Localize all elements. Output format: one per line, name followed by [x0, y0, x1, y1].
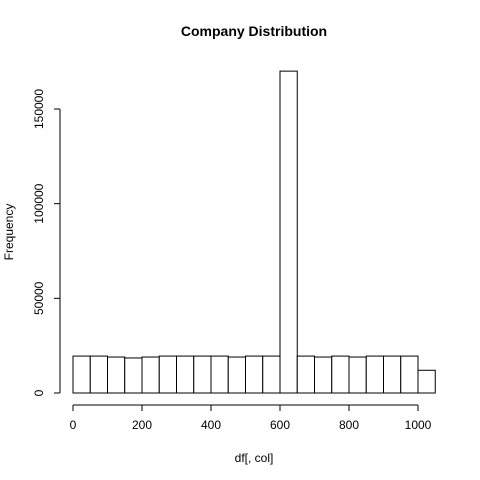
histogram-bar-11 [262, 355, 281, 394]
histogram-bar-1 [89, 355, 108, 394]
histogram-bar-19 [400, 355, 419, 394]
x-tick-label-0: 0 [70, 418, 77, 432]
histogram-bar-2 [107, 356, 126, 394]
y-axis-label: Frequency [2, 204, 16, 261]
histogram-bar-13 [296, 355, 315, 394]
x-tick-label-1: 200 [132, 418, 152, 432]
bars-group [72, 70, 436, 394]
histogram-bar-9 [227, 356, 246, 394]
histogram-bar-7 [193, 355, 212, 394]
histogram-bar-10 [245, 355, 264, 394]
histogram-bar-6 [176, 355, 195, 394]
y-tick-label-3: 150000 [32, 89, 46, 129]
histogram-bar-8 [210, 355, 229, 394]
histogram-bar-17 [365, 355, 384, 394]
chart-title: Company Distribution [181, 23, 327, 39]
x-tick-label-3: 600 [270, 418, 290, 432]
x-axis: 0 200 400 600 800 1000 [70, 404, 432, 432]
histogram-bar-14 [314, 356, 333, 394]
histogram-bar-15 [331, 355, 350, 394]
x-tick-label-5: 1000 [405, 418, 432, 432]
histogram-bar-3 [124, 357, 143, 394]
y-tick-label-0: 0 [32, 389, 46, 396]
histogram-bar-12 [279, 70, 298, 394]
y-axis: 0 50000 100000 150000 [32, 89, 61, 396]
histogram-bar-4 [141, 356, 160, 394]
histogram-bar-0 [72, 355, 91, 394]
x-axis-label: df[, col] [235, 451, 274, 465]
histogram-bar-18 [383, 355, 402, 394]
histogram-bar-16 [348, 356, 367, 394]
y-tick-label-1: 50000 [32, 281, 46, 315]
histogram-bar-5 [158, 355, 177, 394]
x-tick-label-2: 400 [201, 418, 221, 432]
x-tick-label-4: 800 [339, 418, 359, 432]
y-tick-label-2: 100000 [32, 183, 46, 223]
histogram-bar-20 [417, 369, 436, 394]
